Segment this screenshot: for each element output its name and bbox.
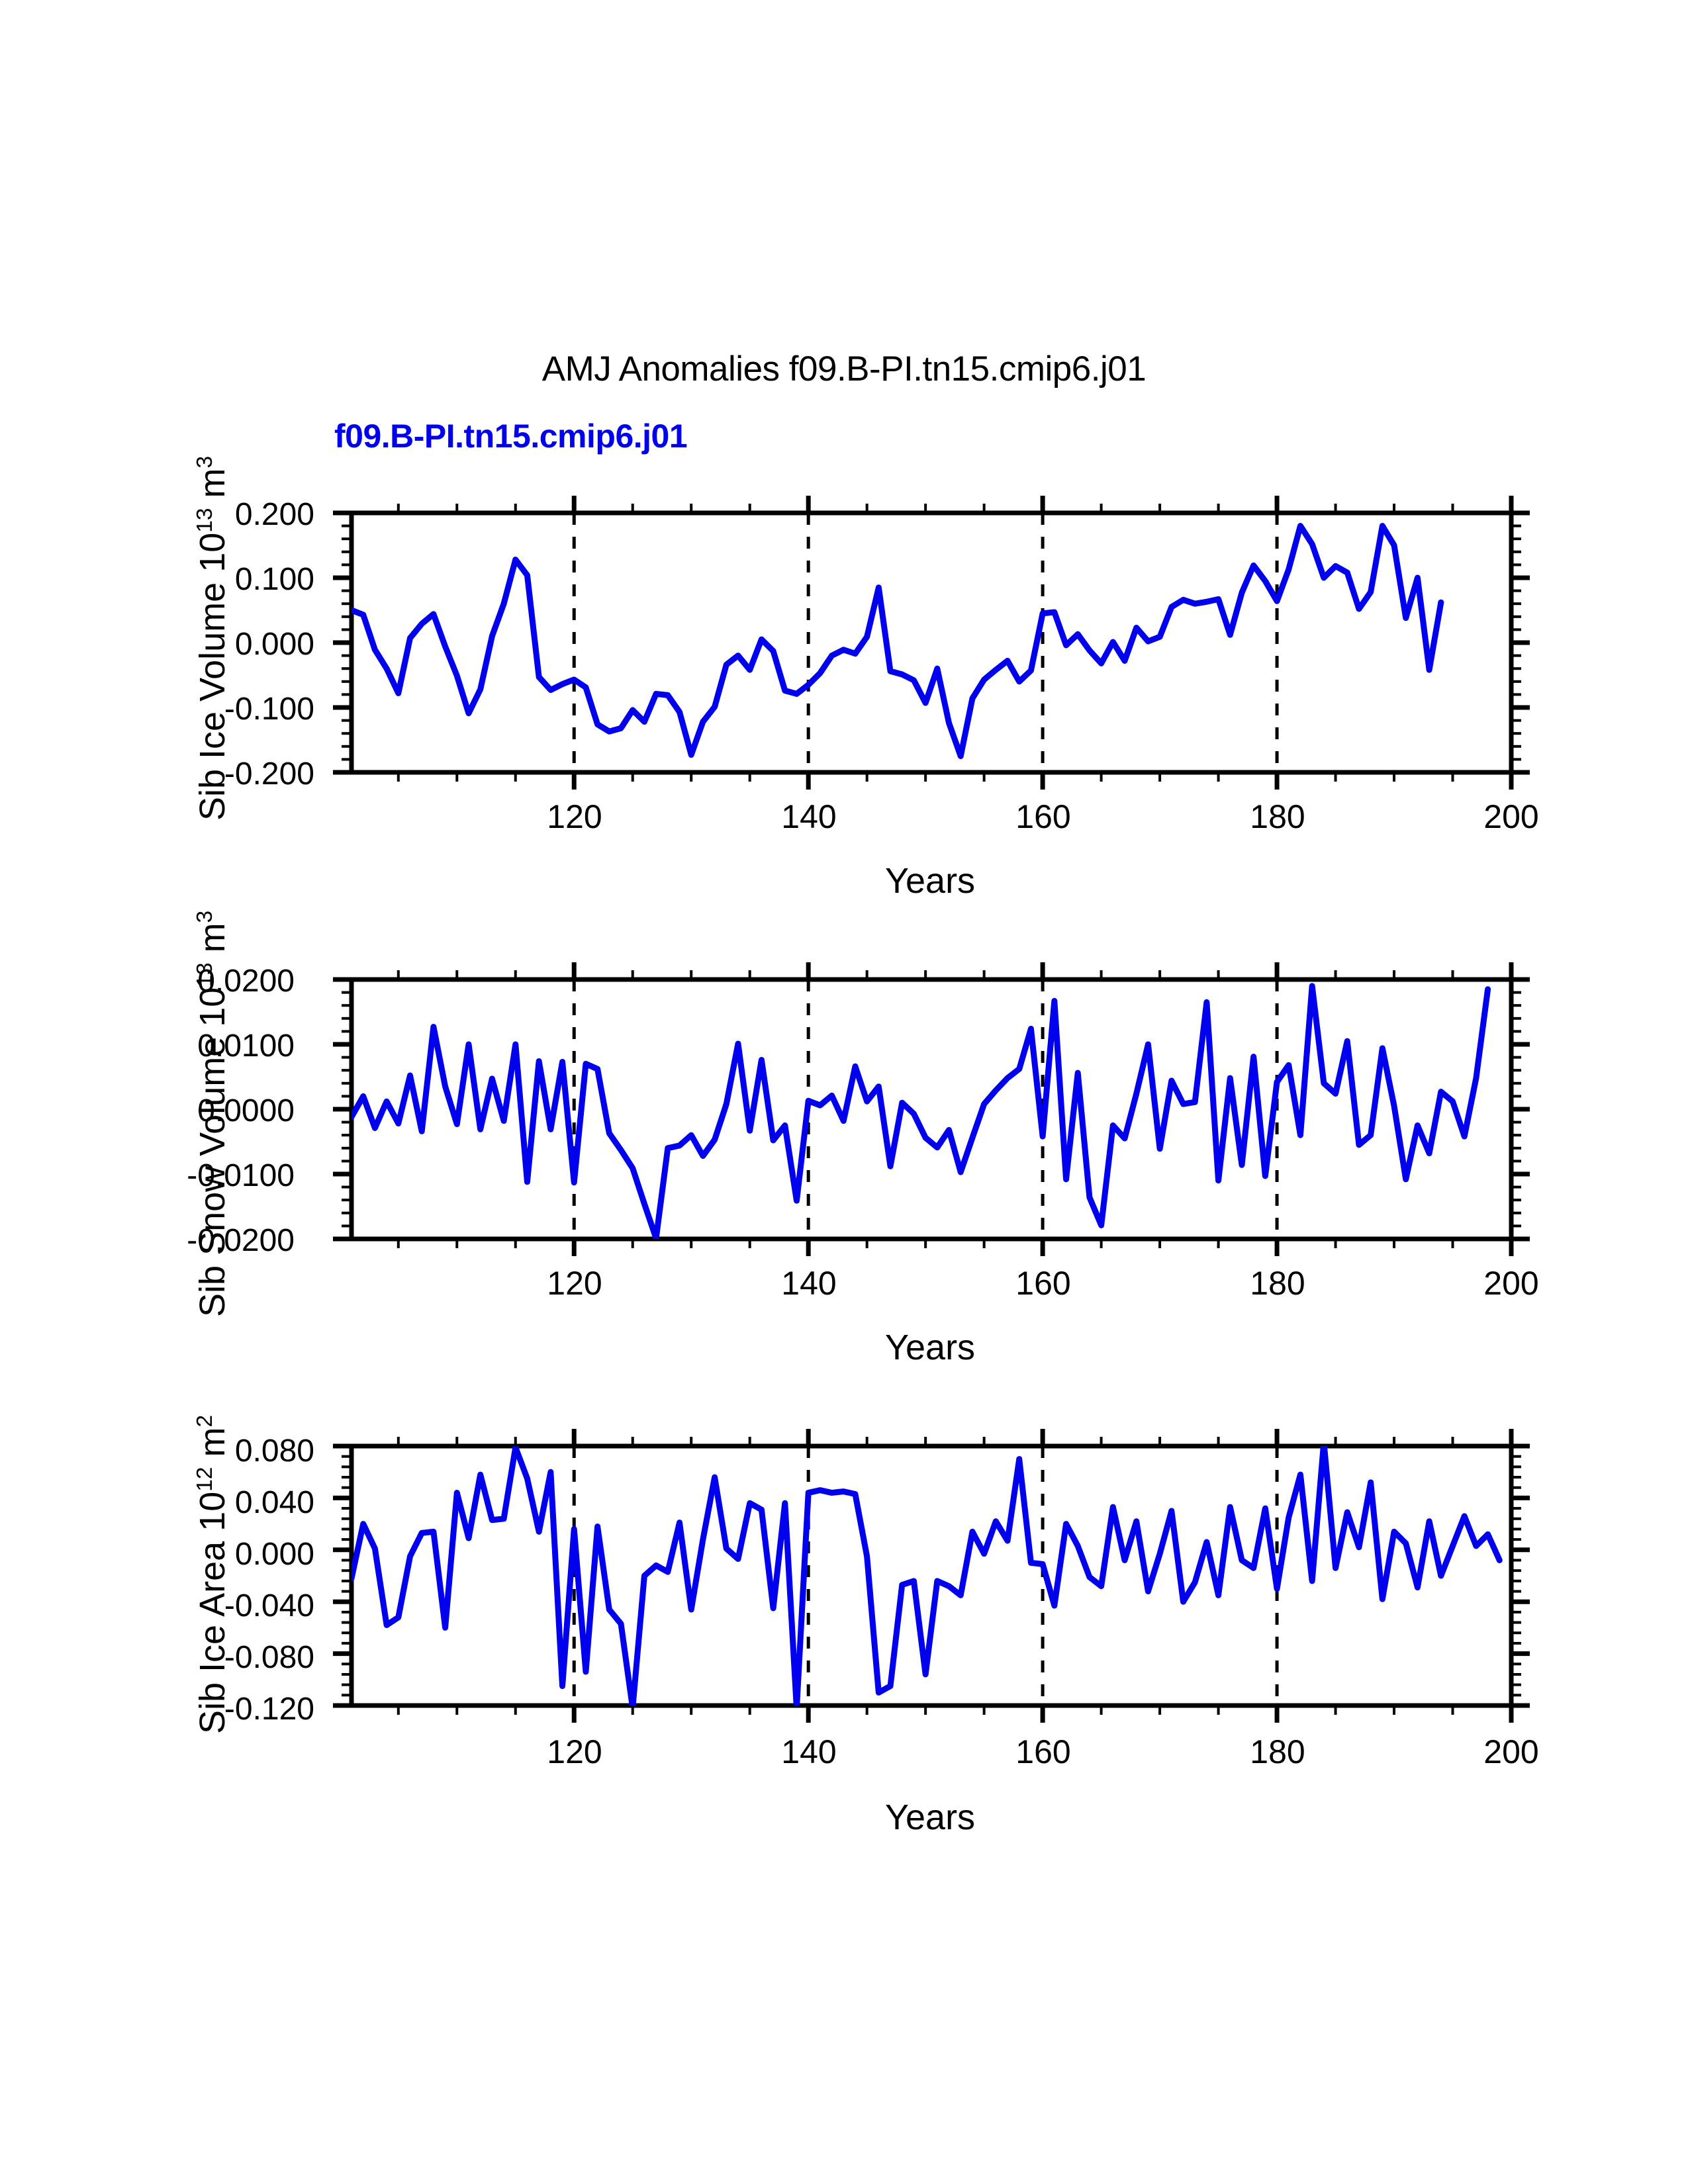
panel-0-xtick-1: 140	[781, 798, 837, 835]
panel-2-ytick-3: -0.040	[224, 1588, 314, 1623]
panel-2-ytick-4: -0.080	[224, 1640, 314, 1675]
panel-2-ytick-1: 0.040	[234, 1485, 314, 1520]
panel-2-xtick-0: 120	[547, 1733, 602, 1770]
panel-0-ytick-3: -0.100	[224, 692, 314, 727]
page-title: AMJ Anomalies f09.B-PI.tn15.cmip6.j01	[541, 349, 1147, 388]
panel-0-ytick-0: 0.200	[234, 497, 314, 532]
panel-2-xtick-2: 160	[1015, 1733, 1071, 1770]
panel-0-ytick-2: 0.000	[234, 627, 314, 662]
panel-2-plot	[333, 1429, 1530, 1723]
panel-1-xtick-4: 200	[1483, 1265, 1539, 1302]
panel-1-ylabel-unit: m	[193, 923, 232, 963]
panel-2-xlabel: Years	[884, 1797, 976, 1837]
panel-1-ytick-4: -0.0200	[187, 1223, 295, 1258]
panel-2-ytick-0: 0.080	[234, 1433, 314, 1469]
panel-2-ylabel-unit-exponent: 2	[193, 1414, 217, 1428]
panel-0-xtick-0: 120	[547, 798, 602, 835]
panel-2-ytick-5: -0.120	[224, 1692, 314, 1727]
panel-0-xtick-3: 180	[1250, 798, 1305, 835]
legend-label: f09.B-PI.tn15.cmip6.j01	[334, 418, 688, 455]
panel-2-xtick-1: 140	[781, 1733, 837, 1770]
panel-1-xtick-1: 140	[781, 1265, 837, 1302]
panel-1-ytick-2: 0.0000	[197, 1093, 295, 1128]
panel-1-ytick-0: 0.0200	[197, 964, 295, 999]
panel-2-xtick-4: 200	[1483, 1733, 1539, 1770]
panel-0-xtick-4: 200	[1483, 798, 1539, 835]
panel-0-ytick-4: -0.200	[224, 756, 314, 792]
panel-1-xtick-0: 120	[547, 1265, 602, 1302]
panel-0-ylabel-unit-exponent: 3	[193, 455, 217, 469]
panel-2-xtick-3: 180	[1250, 1733, 1305, 1770]
panel-2-ytick-2: 0.000	[234, 1537, 314, 1572]
panel-1-xtick-3: 180	[1250, 1265, 1305, 1302]
panel-1-ytick-3: -0.0100	[187, 1158, 295, 1193]
panel-1-xlabel: Years	[884, 1328, 976, 1367]
panel-1-ytick-1: 0.0100	[197, 1028, 295, 1064]
panel-1-ylabel-unit-exponent: 3	[193, 910, 217, 923]
panel-1-xtick-2: 160	[1015, 1265, 1071, 1302]
panel-0-xtick-2: 160	[1015, 798, 1071, 835]
panel-0-xlabel: Years	[884, 861, 976, 901]
panel-0-ytick-1: 0.100	[234, 562, 314, 597]
panel-1-plot	[333, 962, 1530, 1256]
panel-0-plot	[333, 496, 1530, 790]
